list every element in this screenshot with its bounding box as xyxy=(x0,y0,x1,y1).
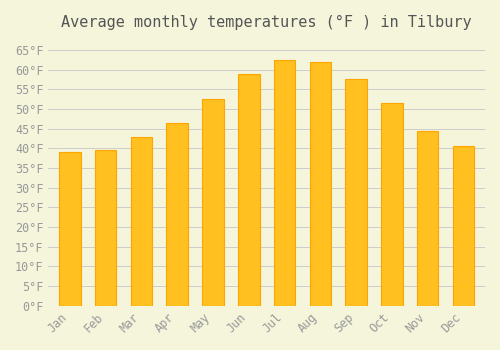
Bar xyxy=(166,123,188,306)
Bar xyxy=(95,150,116,306)
Bar xyxy=(238,74,260,306)
Title: Average monthly temperatures (°F ) in Tilbury: Average monthly temperatures (°F ) in Ti… xyxy=(62,15,472,30)
Bar xyxy=(453,146,474,306)
Bar xyxy=(381,103,402,306)
Bar xyxy=(130,136,152,306)
Bar xyxy=(274,60,295,306)
Bar xyxy=(310,62,331,306)
Bar xyxy=(417,131,438,306)
Bar xyxy=(202,99,224,306)
Bar xyxy=(346,79,367,306)
Bar xyxy=(59,152,80,306)
